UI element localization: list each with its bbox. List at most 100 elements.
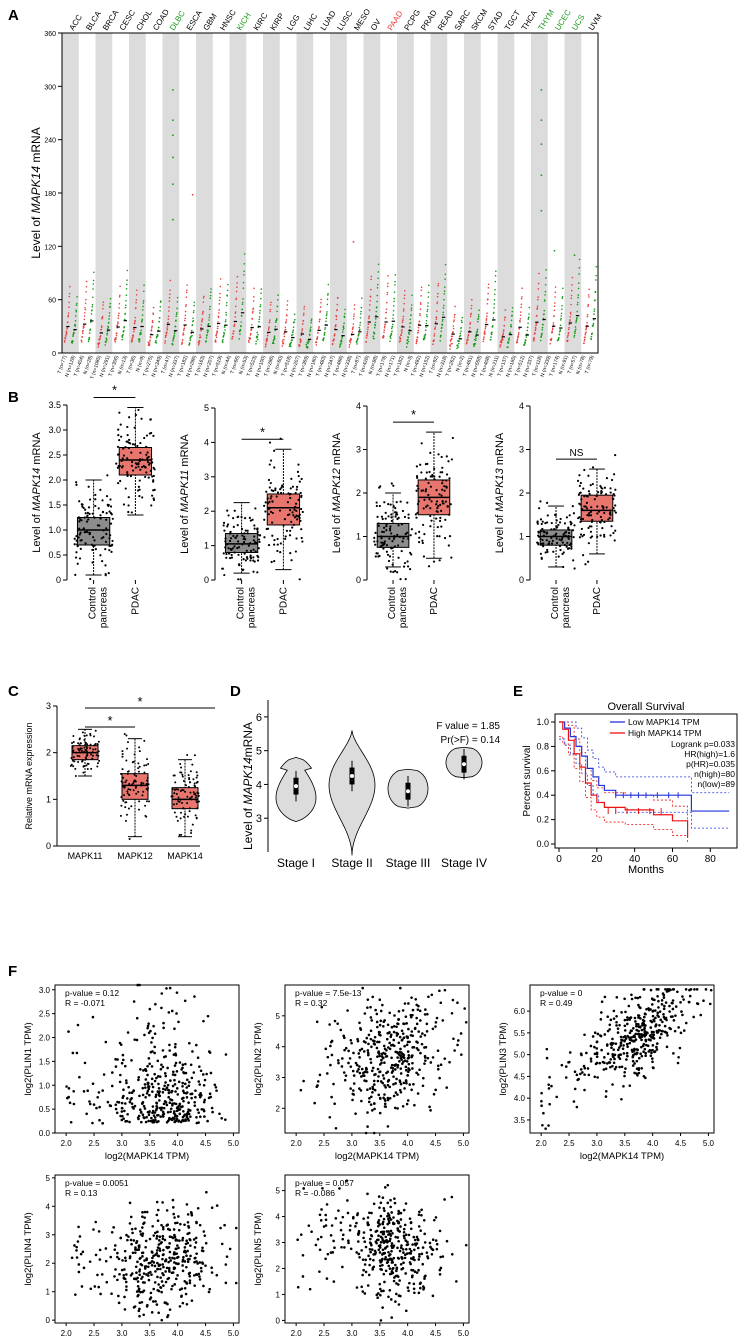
- expression-point: [570, 313, 572, 315]
- expression-point: [116, 332, 118, 334]
- expression-point: [441, 320, 444, 322]
- data-point: [165, 1209, 169, 1212]
- expression-point: [259, 305, 262, 308]
- sample-point: [86, 515, 89, 518]
- data-point: [372, 1079, 376, 1083]
- sample-point: [94, 547, 97, 551]
- data-point: [149, 1050, 153, 1054]
- data-point: [699, 1013, 703, 1017]
- data-point: [151, 1225, 154, 1228]
- data-point: [651, 1044, 655, 1047]
- sample-point: [414, 513, 417, 516]
- data-point: [177, 1228, 181, 1232]
- expression-point: [83, 324, 85, 327]
- sample-point: [109, 505, 113, 508]
- data-point: [609, 1065, 612, 1069]
- data-point: [370, 1019, 374, 1022]
- sample-point: [121, 768, 124, 771]
- sample-point: [104, 547, 107, 551]
- expression-point: [165, 334, 167, 337]
- x-label-control: Control: [236, 587, 247, 619]
- data-point: [369, 1061, 373, 1064]
- sample-point: [571, 505, 574, 508]
- sample-point: [82, 751, 85, 754]
- sample-point: [402, 537, 405, 540]
- data-point: [622, 1044, 625, 1047]
- data-point: [117, 1101, 121, 1104]
- data-point: [344, 1046, 348, 1050]
- expression-point: [286, 308, 288, 311]
- band: [430, 33, 448, 353]
- sample-label: N (n=28): [82, 354, 94, 375]
- expression-point: [156, 333, 159, 336]
- expression-point: [476, 328, 479, 331]
- data-point: [407, 1062, 411, 1066]
- data-point: [172, 1267, 176, 1271]
- sample-point: [137, 808, 140, 811]
- data-point: [369, 1057, 372, 1061]
- data-point: [394, 1091, 398, 1094]
- y-tick-label: 3: [519, 445, 524, 455]
- data-point: [197, 1272, 201, 1276]
- sample-point: [548, 540, 551, 543]
- sample-point: [407, 537, 410, 540]
- sample-point: [284, 537, 287, 541]
- data-point: [391, 1067, 395, 1070]
- sample-point: [127, 807, 130, 810]
- data-point: [545, 1047, 549, 1051]
- data-point: [123, 1295, 126, 1299]
- data-point: [173, 1110, 176, 1113]
- data-point: [198, 1083, 202, 1086]
- data-point: [178, 1061, 182, 1064]
- expression-point: [65, 330, 68, 332]
- sample-point: [382, 526, 386, 529]
- expression-point: [410, 314, 412, 316]
- data-point: [405, 1081, 408, 1085]
- sample-point: [126, 457, 129, 460]
- sample-point: [418, 536, 421, 539]
- data-point: [162, 1273, 165, 1277]
- expression-point: [485, 321, 487, 324]
- data-point: [659, 1018, 663, 1022]
- data-point: [132, 1000, 136, 1003]
- expression-point: [219, 278, 222, 280]
- expression-point: [552, 324, 555, 326]
- sample-label: T (n=77): [57, 354, 69, 374]
- data-point: [399, 1090, 403, 1094]
- expression-point: [483, 330, 486, 332]
- sample-point: [127, 510, 130, 514]
- expression-point: [90, 318, 92, 321]
- y-axis-label-gene: MAPK14: [31, 468, 43, 511]
- data-point: [131, 1251, 135, 1255]
- sample-point: [120, 804, 123, 807]
- sample-point: [609, 491, 612, 494]
- data-point: [132, 1239, 136, 1242]
- sample-point: [192, 778, 195, 781]
- data-point: [136, 1260, 139, 1264]
- expression-point: [101, 326, 103, 328]
- expression-point: [216, 331, 219, 333]
- y-tick-label: 5: [204, 403, 209, 413]
- expression-point: [225, 314, 228, 316]
- sample-point: [387, 559, 391, 563]
- sample-point: [93, 516, 96, 519]
- data-point: [419, 1051, 422, 1055]
- data-point: [112, 1226, 115, 1229]
- expression-point: [188, 343, 191, 345]
- data-point: [411, 1067, 414, 1070]
- sample-point: [249, 557, 253, 560]
- sample-point: [111, 517, 114, 520]
- sample-point: [390, 482, 393, 485]
- data-point: [144, 1078, 148, 1081]
- expression-point: [166, 328, 169, 331]
- data-point: [642, 1050, 645, 1053]
- expression-point: [183, 325, 186, 327]
- data-point: [137, 1075, 141, 1079]
- data-point: [67, 1095, 70, 1099]
- data-point: [386, 1125, 390, 1128]
- sample-point: [588, 512, 591, 515]
- sample-point: [445, 455, 448, 458]
- expression-point: [273, 337, 276, 340]
- sample-point: [94, 493, 97, 497]
- sample-point: [300, 536, 303, 540]
